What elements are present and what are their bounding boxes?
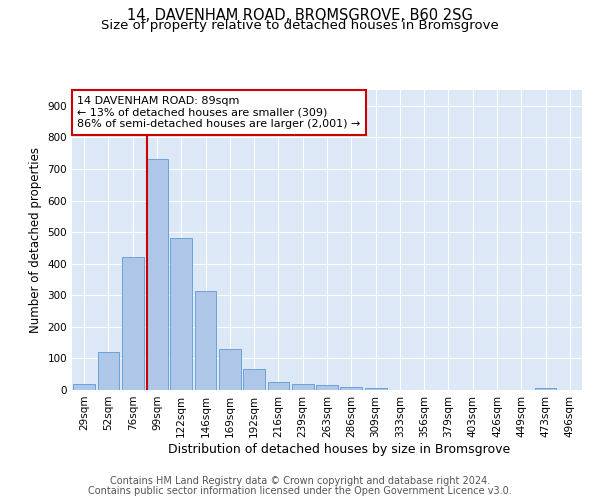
Bar bbox=[122, 258, 143, 390]
Text: Distribution of detached houses by size in Bromsgrove: Distribution of detached houses by size … bbox=[168, 442, 510, 456]
Bar bbox=[316, 386, 338, 390]
Text: 14 DAVENHAM ROAD: 89sqm
← 13% of detached houses are smaller (309)
86% of semi-d: 14 DAVENHAM ROAD: 89sqm ← 13% of detache… bbox=[77, 96, 361, 129]
Bar bbox=[268, 382, 289, 390]
Bar bbox=[292, 384, 314, 390]
Bar bbox=[194, 290, 217, 390]
Bar bbox=[365, 388, 386, 390]
Text: Contains public sector information licensed under the Open Government Licence v3: Contains public sector information licen… bbox=[88, 486, 512, 496]
Bar bbox=[146, 160, 168, 390]
Bar bbox=[535, 388, 556, 390]
Bar bbox=[219, 349, 241, 390]
Bar bbox=[73, 384, 95, 390]
Text: Size of property relative to detached houses in Bromsgrove: Size of property relative to detached ho… bbox=[101, 19, 499, 32]
Bar bbox=[97, 352, 119, 390]
Bar bbox=[340, 387, 362, 390]
Bar bbox=[243, 370, 265, 390]
Y-axis label: Number of detached properties: Number of detached properties bbox=[29, 147, 42, 333]
Bar bbox=[170, 238, 192, 390]
Text: Contains HM Land Registry data © Crown copyright and database right 2024.: Contains HM Land Registry data © Crown c… bbox=[110, 476, 490, 486]
Text: 14, DAVENHAM ROAD, BROMSGROVE, B60 2SG: 14, DAVENHAM ROAD, BROMSGROVE, B60 2SG bbox=[127, 8, 473, 22]
